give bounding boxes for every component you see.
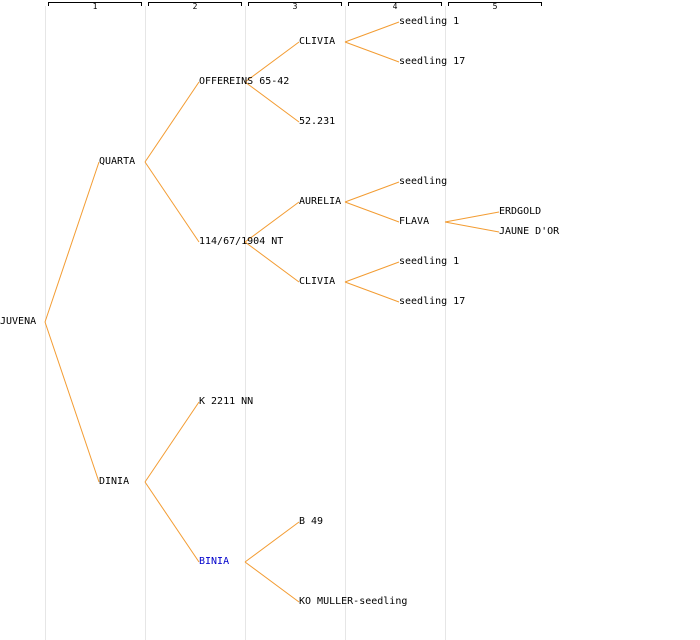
pedigree-link: [444, 221, 500, 233]
pedigree-link: [44, 321, 100, 483]
pedigree-node: QUARTA: [99, 156, 136, 167]
pedigree-link: [244, 81, 300, 123]
column-divider: [245, 6, 246, 640]
pedigree-link: [244, 521, 300, 563]
generation-number: 5: [492, 2, 498, 11]
pedigree-link: [144, 481, 200, 563]
pedigree-node: FLAVA: [399, 216, 430, 227]
generation-bracket: [48, 2, 142, 6]
pedigree-node: DINIA: [99, 476, 130, 487]
pedigree-node: 52.231: [299, 116, 336, 127]
pedigree-node: seedling 1: [399, 256, 460, 267]
pedigree-link: [344, 261, 400, 283]
pedigree-link: [44, 161, 100, 323]
generation-bracket: [248, 2, 342, 6]
pedigree-link: [344, 41, 400, 63]
generation-header-1: 1: [48, 0, 142, 12]
pedigree-node: KO MULLER-seedling: [299, 596, 408, 607]
generation-number: 4: [392, 2, 398, 11]
pedigree-node: 114/67/1904 NT: [199, 236, 284, 247]
pedigree-node: seedling 17: [399, 56, 466, 67]
pedigree-link: [244, 561, 300, 603]
column-divider: [445, 6, 446, 640]
generation-number: 3: [292, 2, 298, 11]
generation-header-2: 2: [148, 0, 242, 12]
pedigree-node: seedling 1: [399, 16, 460, 27]
pedigree-link: [244, 241, 300, 283]
pedigree-node: seedling 17: [399, 296, 466, 307]
generation-number: 1: [92, 2, 98, 11]
pedigree-node: CLIVIA: [299, 36, 336, 47]
pedigree-node: AURELIA: [299, 196, 342, 207]
column-divider: [345, 6, 346, 640]
pedigree-link: [144, 161, 200, 243]
generation-bracket: [148, 2, 242, 6]
generation-header-4: 4: [348, 0, 442, 12]
pedigree-link: [244, 201, 300, 243]
pedigree-node: ERDGOLD: [499, 206, 542, 217]
pedigree-link: [344, 201, 400, 223]
pedigree-node: OFFEREINS 65-42: [199, 76, 290, 87]
pedigree-node: K 2211 NN: [199, 396, 254, 407]
pedigree-node: seedling: [399, 176, 448, 187]
column-divider: [145, 6, 146, 640]
generation-bracket: [448, 2, 542, 6]
pedigree-node: CLIVIA: [299, 276, 336, 287]
pedigree-node: JAUNE D'OR: [499, 226, 560, 237]
pedigree-node: B 49: [299, 516, 324, 527]
pedigree-node: BINIA: [199, 556, 230, 567]
generation-header-3: 3: [248, 0, 342, 12]
pedigree-link: [344, 21, 400, 43]
pedigree-link: [244, 41, 300, 83]
pedigree-link: [144, 81, 200, 163]
generation-bracket: [348, 2, 442, 6]
pedigree-link: [344, 181, 400, 203]
generation-number: 2: [192, 2, 198, 11]
generation-header-5: 5: [448, 0, 542, 12]
pedigree-link: [144, 401, 200, 483]
pedigree-link: [444, 211, 500, 223]
pedigree-node: JUVENA: [0, 316, 37, 327]
pedigree-link: [344, 281, 400, 303]
